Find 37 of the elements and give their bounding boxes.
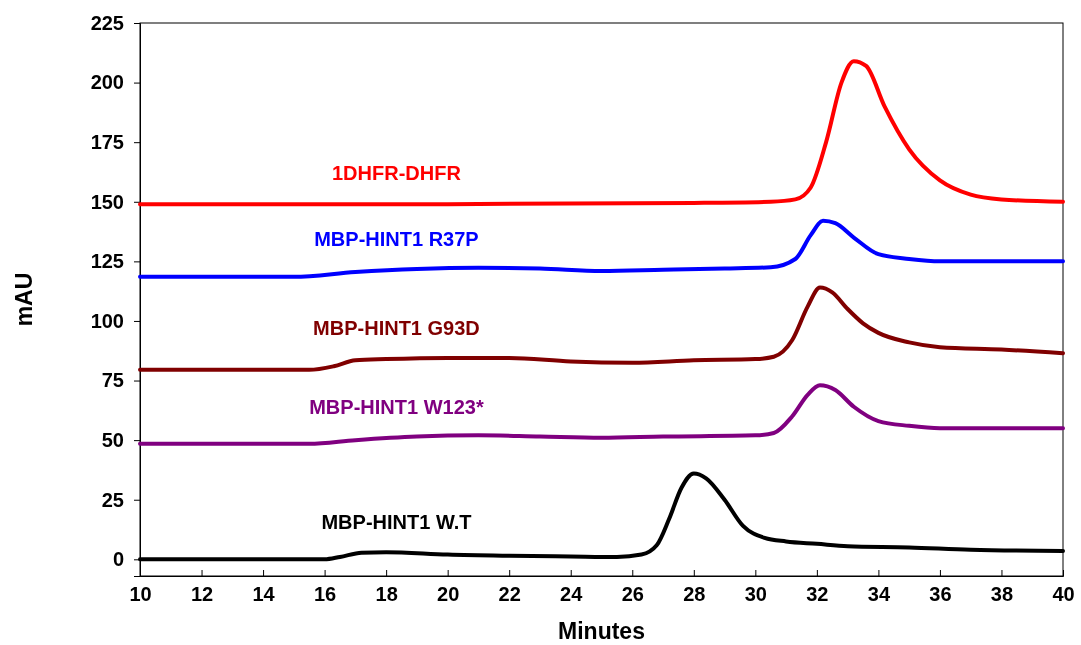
x-tick-label: 12 xyxy=(190,583,214,605)
x-tick-label: 32 xyxy=(806,583,829,605)
x-tick-label: 26 xyxy=(621,583,644,605)
line-series xyxy=(138,383,1065,446)
series-label: MBP-HINT1 G93D xyxy=(313,316,480,339)
x-tick-label: 18 xyxy=(375,583,398,605)
x-tick-label: 10 xyxy=(129,583,152,605)
y-tick-label: 225 xyxy=(90,11,124,34)
y-tick-label: 150 xyxy=(90,190,124,213)
x-tick-label: 14 xyxy=(252,583,276,605)
x-tick-label: 20 xyxy=(437,583,460,605)
x-tick-label: 28 xyxy=(683,583,706,605)
y-tick-label: 125 xyxy=(90,250,124,273)
y-tick-label: 75 xyxy=(101,369,124,392)
y-tick-label: 100 xyxy=(90,309,124,332)
y-axis-title: mAU xyxy=(11,272,37,327)
line-series xyxy=(138,59,1065,207)
y-tick-label: 25 xyxy=(101,488,124,511)
y-tick-label: 50 xyxy=(101,429,124,452)
x-tick-label: 38 xyxy=(990,583,1014,605)
line-series xyxy=(138,218,1065,279)
y-tick-label: 175 xyxy=(90,131,124,154)
x-tick-label: 24 xyxy=(560,583,584,605)
x-tick-label: 22 xyxy=(498,583,521,605)
series-label: MBP-HINT1 W123* xyxy=(309,395,484,418)
x-tick-label: 34 xyxy=(867,583,891,605)
y-tick-label: 200 xyxy=(90,71,124,94)
series-label: MBP-HINT1 R37P xyxy=(314,228,479,251)
series-label: 1DHFR-DHFR xyxy=(331,162,462,185)
line-series xyxy=(138,285,1065,372)
x-axis-title: Minutes xyxy=(558,618,645,644)
x-tick-label: 36 xyxy=(929,583,952,605)
x-tick-label: 40 xyxy=(1052,583,1075,605)
y-tick-label: 0 xyxy=(112,548,124,571)
x-tick-label: 30 xyxy=(744,583,767,605)
series-label: MBP-HINT1 W.T xyxy=(321,510,472,533)
x-tick-label: 16 xyxy=(313,583,337,605)
